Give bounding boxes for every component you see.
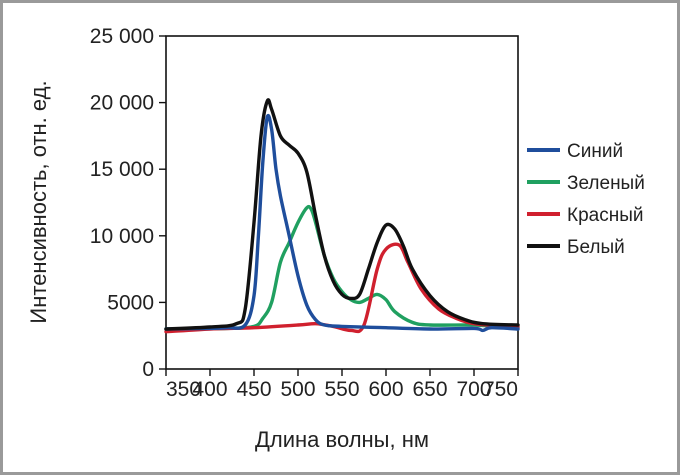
y-axis: 0 5000 10 000 15 000 20 000 25 000: [90, 25, 166, 381]
legend-label-red: Красный: [567, 205, 643, 226]
series-line-red: [164, 242, 520, 334]
legend-label-blue: Синий: [567, 141, 623, 162]
x-tick-label: 400: [192, 378, 227, 401]
x-tick-label: 600: [368, 378, 403, 401]
plot-area: [165, 35, 519, 370]
legend: Синий Зеленый Красный Белый: [527, 141, 645, 258]
x-tick-label: 750: [483, 378, 518, 401]
x-tick-label: 500: [280, 378, 315, 401]
x-tick-label: 450: [236, 378, 271, 401]
x-tick-label: 700: [456, 378, 491, 401]
legend-label-white: Белый: [567, 237, 625, 258]
y-tick-label: 5000: [107, 291, 154, 314]
y-tick-label: 15 000: [90, 158, 154, 181]
series-line-blue: [164, 113, 520, 333]
legend-label-green: Зеленый: [567, 173, 645, 194]
y-tick-label: 10 000: [90, 225, 154, 248]
series-curves: [164, 98, 520, 334]
x-tick-label: 550: [324, 378, 359, 401]
y-axis-title: Интенсивность, отн. ед.: [26, 80, 51, 323]
x-axis-title: Длина волны, нм: [255, 427, 429, 452]
y-tick-label: 25 000: [90, 25, 154, 48]
y-tick-label: 20 000: [90, 92, 154, 115]
series-line-white: [164, 98, 520, 331]
x-tick-label: 350: [166, 378, 201, 401]
x-tick-label: 650: [412, 378, 447, 401]
y-tick-label: 0: [142, 358, 154, 381]
